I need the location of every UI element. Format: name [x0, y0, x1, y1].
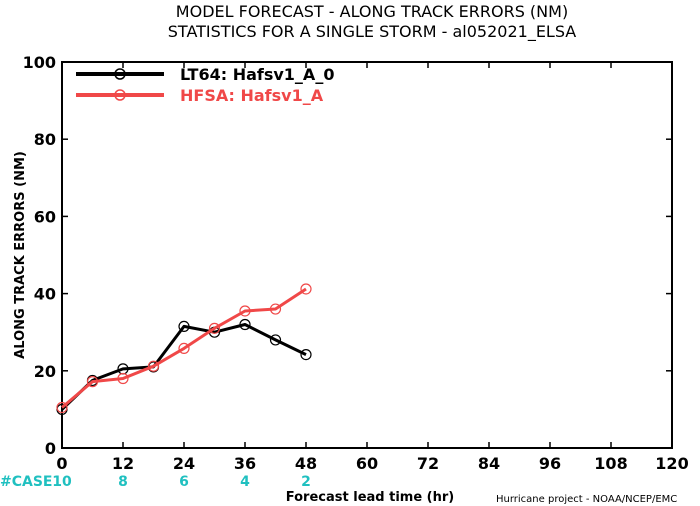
plot-frame — [61, 61, 673, 449]
series-layer — [56, 283, 312, 415]
series-line-lt64 — [60, 323, 307, 411]
y-axis-ticks: 0 20 40 60 80 100 — [23, 53, 672, 458]
y-tick-label: 60 — [34, 207, 56, 226]
x-tick-label: 108 — [594, 454, 627, 473]
x-tick-label: 96 — [539, 454, 561, 473]
x-tick-label: 72 — [417, 454, 439, 473]
chart-title-line2: STATISTICS FOR A SINGLE STORM - al052021… — [168, 22, 577, 42]
data-point-hfsa — [56, 401, 68, 414]
data-point-hfsa — [117, 372, 129, 385]
data-point-hfsa — [86, 376, 99, 388]
case-counts: 10 8 6 4 2 — [52, 474, 311, 490]
case-count: 6 — [179, 474, 189, 490]
y-tick-label: 20 — [34, 362, 56, 381]
x-tick-label: 84 — [478, 454, 500, 473]
x-tick-label: 60 — [356, 454, 378, 473]
data-point-hfsa — [300, 283, 312, 295]
x-tick-label: 120 — [655, 454, 688, 473]
y-axis-label: ALONG TRACK ERRORS (NM) — [13, 151, 28, 359]
series-line-hfsa — [61, 287, 307, 409]
data-point-hfsa — [178, 342, 190, 355]
data-point-lt64 — [269, 334, 282, 346]
data-point-hfsa — [239, 305, 251, 317]
x-tick-label: 48 — [295, 454, 317, 473]
data-point-hfsa — [208, 322, 221, 334]
data-point-lt64 — [239, 318, 251, 331]
case-count: 4 — [240, 474, 250, 490]
data-point-lt64 — [300, 348, 312, 361]
legend-marker-lt64 — [114, 68, 126, 80]
legend-marker-hfsa — [114, 89, 126, 101]
y-tick-label: 40 — [34, 285, 56, 304]
x-tick-label: 12 — [112, 454, 134, 473]
case-count: 8 — [118, 474, 128, 490]
chart-title-line1: MODEL FORECAST - ALONG TRACK ERRORS (NM) — [176, 2, 568, 21]
data-point-hfsa — [269, 303, 282, 315]
y-tick-label: 0 — [45, 439, 56, 458]
y-tick-label: 80 — [34, 130, 56, 149]
x-tick-label: 24 — [173, 454, 195, 473]
case-label: #CASE — [0, 474, 53, 490]
data-point-hfsa — [147, 360, 160, 372]
case-count: 2 — [301, 474, 311, 490]
data-point-lt64 — [178, 320, 190, 333]
y-tick-label: 100 — [23, 53, 56, 72]
x-axis-ticks: 0 12 24 36 48 60 72 84 96 108 120 — [56, 62, 689, 473]
x-tick-label: 0 — [56, 454, 67, 473]
x-tick-label: 36 — [234, 454, 256, 473]
credit-text: Hurricane project - NOAA/NCEP/EMC — [496, 494, 677, 505]
legend: LT64: Hafsv1_A_0 HFSA: Hafsv1_A — [76, 65, 334, 105]
x-axis-label: Forecast lead time (hr) — [286, 490, 454, 505]
legend-label-lt64: LT64: Hafsv1_A_0 — [180, 65, 334, 84]
case-count: 10 — [52, 474, 72, 490]
legend-label-hfsa: HFSA: Hafsv1_A — [180, 86, 324, 105]
